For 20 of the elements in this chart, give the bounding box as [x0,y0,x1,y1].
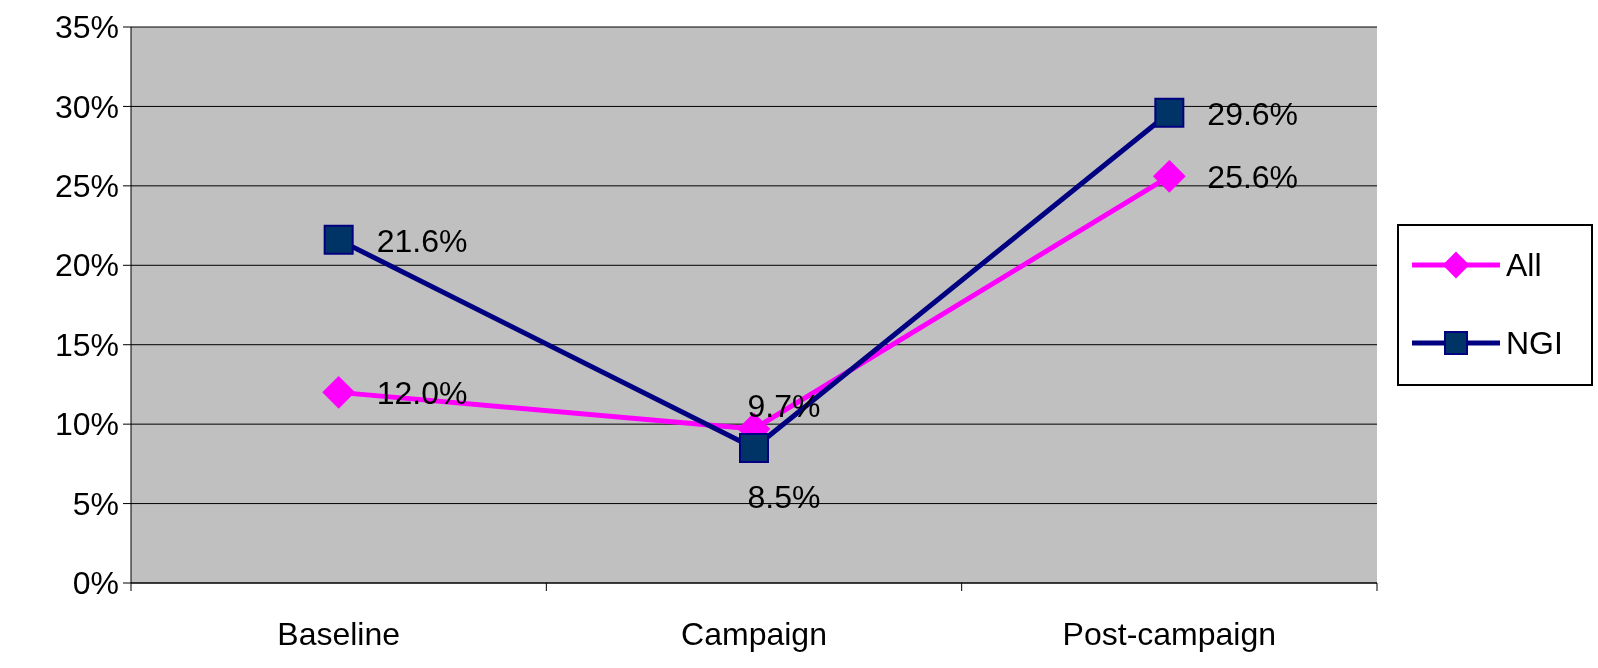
y-tick-label: 20% [54,247,119,284]
x-tick-label: Baseline [277,616,401,652]
y-tick-label: 15% [54,326,119,363]
y-tick-label: 35% [54,9,119,46]
y-tick-label: 5% [72,485,119,522]
y-tick-label: 0% [72,565,119,602]
point [1153,160,1186,193]
x-tick-label: Campaign [681,616,827,652]
y-tick-label: 25% [54,168,119,205]
point [1154,97,1185,128]
x-tick-label: Post-campaign [1062,616,1277,652]
y-tick-label: 10% [54,406,119,443]
data-label: 29.6% [1207,95,1299,132]
data-label: 21.6% [376,222,468,259]
point [323,224,354,255]
point [322,376,355,409]
y-tick-label: 30% [54,88,119,125]
legend-label: NGI [1506,325,1563,362]
legend-label: All [1506,247,1542,284]
point [739,432,769,463]
